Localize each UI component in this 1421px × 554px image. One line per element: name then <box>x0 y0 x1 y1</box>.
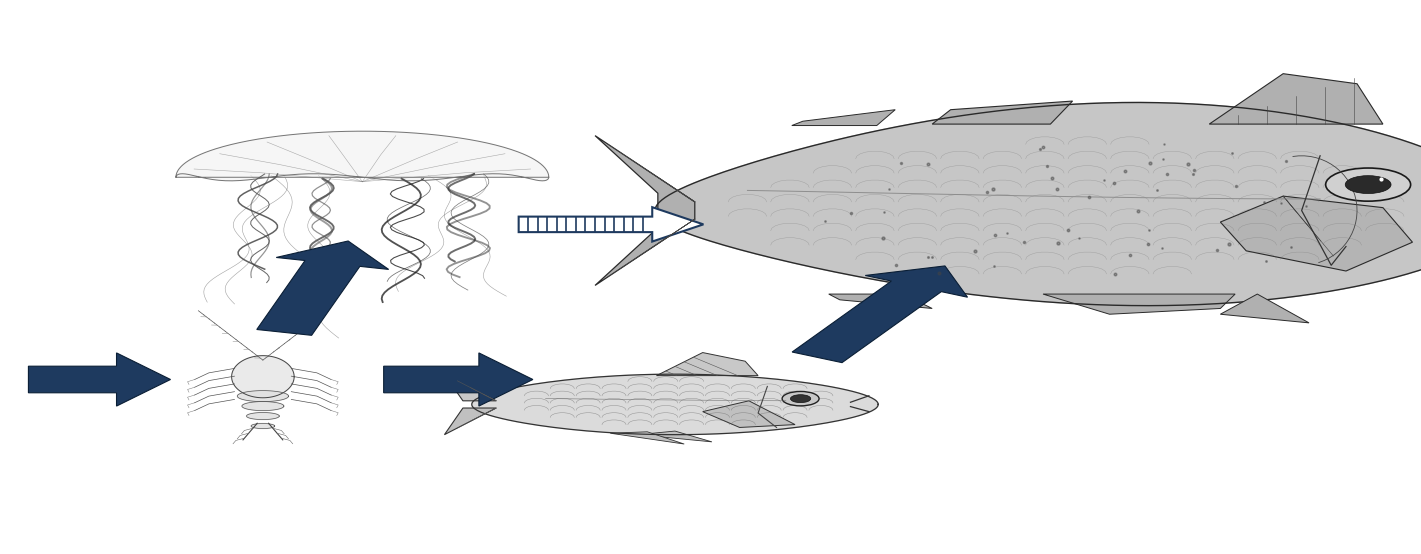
Polygon shape <box>791 266 968 363</box>
Polygon shape <box>1043 294 1235 314</box>
Polygon shape <box>595 136 695 285</box>
Polygon shape <box>237 391 288 402</box>
Circle shape <box>790 394 811 403</box>
Polygon shape <box>232 356 294 398</box>
Polygon shape <box>655 102 1421 306</box>
Polygon shape <box>791 110 895 126</box>
Polygon shape <box>828 294 932 309</box>
Polygon shape <box>252 423 274 429</box>
Polygon shape <box>1221 294 1309 323</box>
Polygon shape <box>1209 74 1383 124</box>
Polygon shape <box>246 413 280 419</box>
Polygon shape <box>932 101 1073 124</box>
Polygon shape <box>472 374 878 435</box>
Circle shape <box>1326 168 1411 201</box>
Polygon shape <box>1221 196 1412 271</box>
Polygon shape <box>28 353 171 406</box>
Polygon shape <box>657 352 759 376</box>
Polygon shape <box>242 402 284 411</box>
Polygon shape <box>176 131 549 181</box>
Circle shape <box>1346 176 1391 193</box>
Polygon shape <box>384 353 533 406</box>
Polygon shape <box>519 207 703 242</box>
Circle shape <box>782 392 818 406</box>
Polygon shape <box>702 401 796 428</box>
Polygon shape <box>257 241 389 335</box>
Polygon shape <box>445 374 496 401</box>
Polygon shape <box>610 432 685 444</box>
Polygon shape <box>638 431 712 442</box>
Polygon shape <box>445 408 496 435</box>
